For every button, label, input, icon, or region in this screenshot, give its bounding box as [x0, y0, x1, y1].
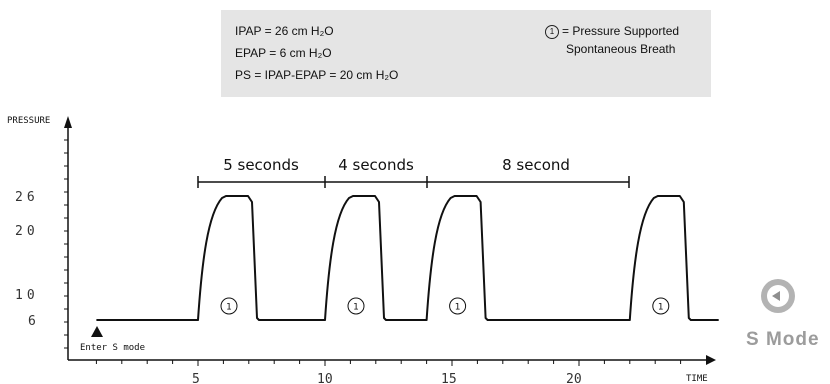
- y-tick-10: 10: [15, 288, 39, 303]
- y-minor-ticks: [64, 139, 68, 349]
- y-tick-26: 26: [15, 190, 39, 205]
- interval-brackets: [197, 176, 630, 188]
- breath-symbol-icon: 1: [545, 24, 559, 39]
- x-minor-ticks: [95, 360, 682, 366]
- interval-label-2: 4 seconds: [338, 156, 414, 174]
- y-axis-label: PRESSURE: [7, 116, 50, 126]
- epap-text: EPAP = 6 cm H₂O: [235, 46, 332, 60]
- legend-box: IPAP = 26 cm H₂O EPAP = 6 cm H₂O PS = IP…: [221, 10, 711, 97]
- breath-marker-number: 1: [658, 303, 664, 313]
- mode-label: S Mode: [746, 329, 820, 350]
- breath-marker: 1: [652, 297, 670, 315]
- symbol-desc-line1: = Pressure Supported: [562, 24, 680, 38]
- ps-text: PS = IPAP-EPAP = 20 cm H₂O: [235, 68, 399, 82]
- interval-label-3: 8 second: [502, 156, 570, 174]
- back-button[interactable]: [761, 279, 795, 313]
- breath-marker-number: 1: [455, 303, 461, 313]
- x-tick-15: 15: [441, 372, 457, 384]
- pressure-waveform: [96, 195, 719, 321]
- breath-symbol-legend: 1 = Pressure Supported: [545, 24, 679, 39]
- y-tick-6: 6: [28, 314, 36, 329]
- y-tick-20: 20: [15, 224, 39, 239]
- breath-markers: 1 1 1 1: [220, 297, 670, 315]
- interval-label-1: 5 seconds: [223, 156, 299, 174]
- breath-marker-number: 1: [353, 303, 359, 313]
- x-axis-arrow-icon: [706, 355, 716, 365]
- y-axis-arrow-icon: [64, 116, 72, 128]
- breath-marker: 1: [347, 297, 365, 315]
- x-tick-5: 5: [192, 372, 200, 384]
- back-button-inner: [767, 285, 789, 307]
- breath-marker-number: 1: [226, 303, 232, 313]
- start-triangle-icon: [91, 326, 103, 337]
- breath-marker: 1: [449, 297, 467, 315]
- symbol-desc-line2: Spontaneous Breath: [566, 42, 676, 56]
- enter-s-mode-label: Enter S mode: [80, 343, 145, 353]
- ipap-text: IPAP = 26 cm H₂O: [235, 24, 334, 38]
- x-tick-20: 20: [566, 372, 582, 384]
- x-axis-label: TIME: [686, 374, 708, 384]
- breath-marker: 1: [220, 297, 238, 315]
- back-arrow-icon: [772, 291, 780, 301]
- x-tick-10: 10: [317, 372, 333, 384]
